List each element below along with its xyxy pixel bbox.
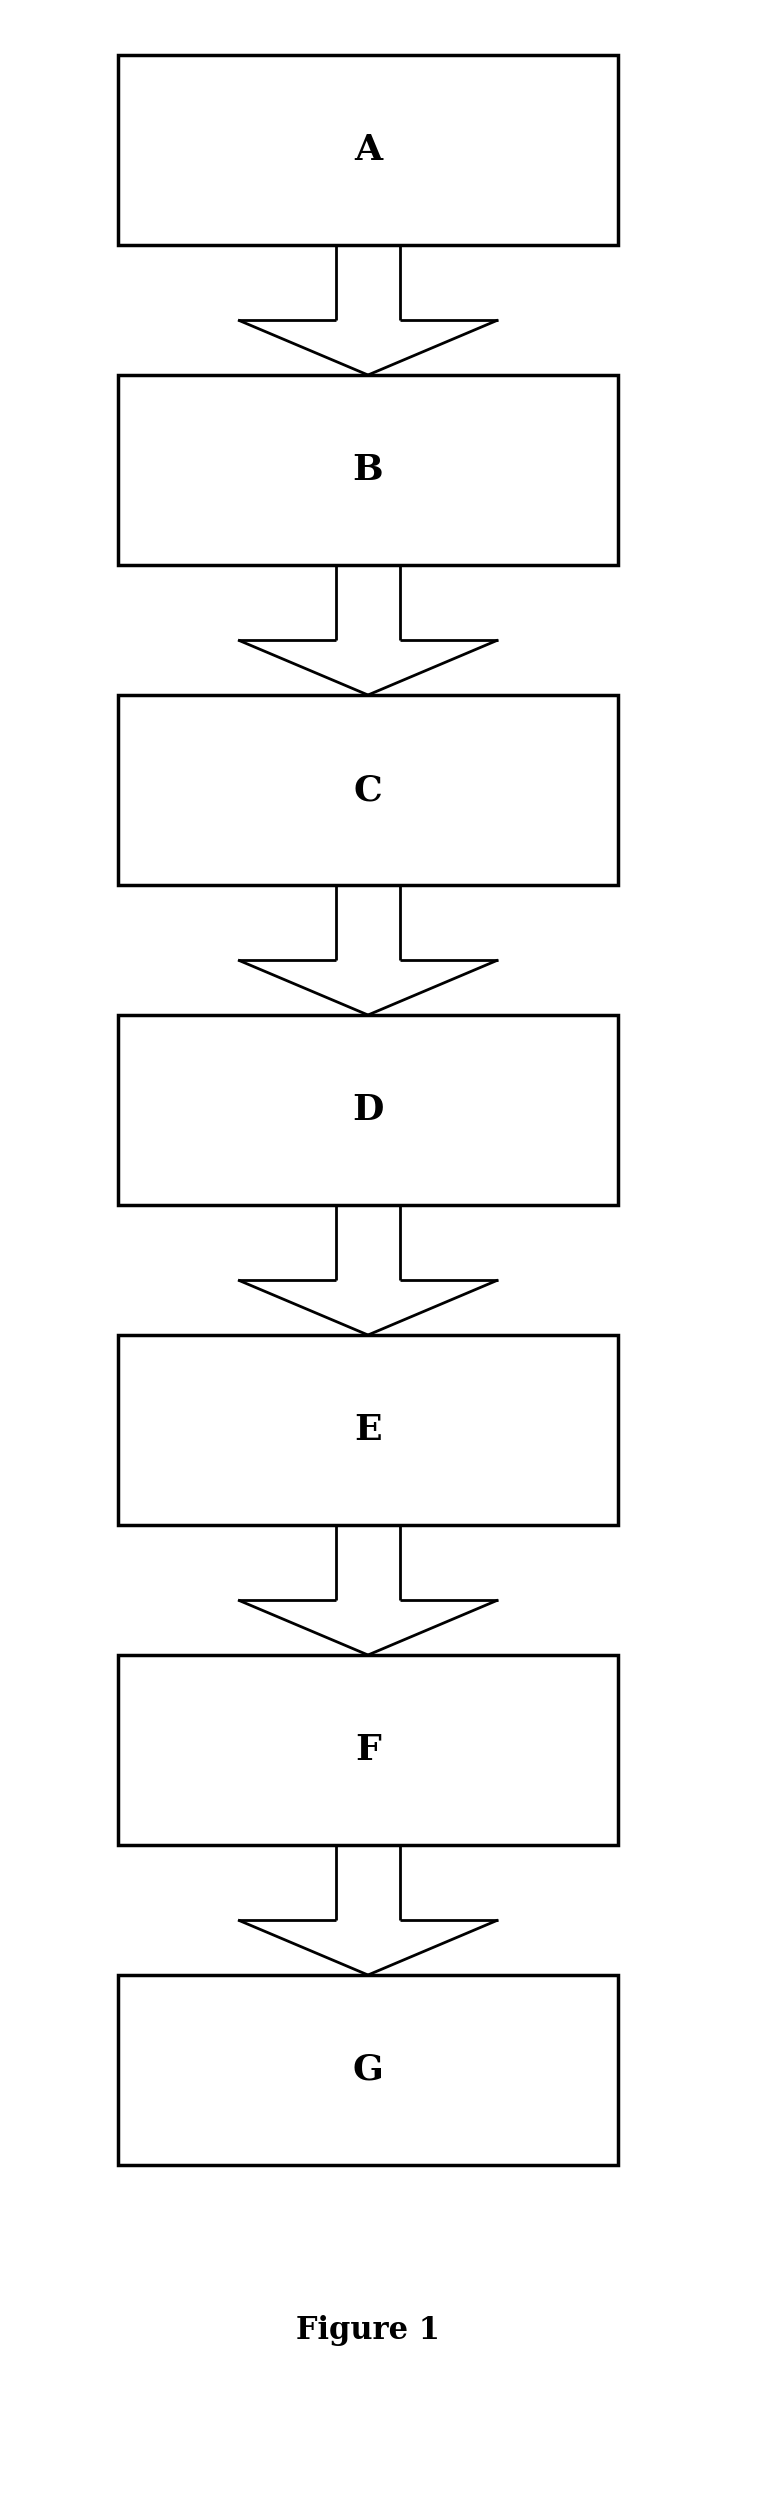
Bar <box>118 375 618 565</box>
Bar <box>118 1656 618 1846</box>
Text: C: C <box>354 772 382 807</box>
Text: A: A <box>354 132 382 167</box>
Bar <box>118 55 618 245</box>
Bar <box>118 1014 618 1204</box>
Text: F: F <box>355 1734 381 1766</box>
Text: D: D <box>352 1094 384 1127</box>
Text: Figure 1: Figure 1 <box>296 2316 440 2346</box>
Bar <box>118 694 618 884</box>
Text: E: E <box>354 1414 382 1446</box>
Bar <box>118 1334 618 1524</box>
Text: G: G <box>353 2053 384 2086</box>
Text: B: B <box>353 452 383 487</box>
Bar <box>118 1976 618 2166</box>
